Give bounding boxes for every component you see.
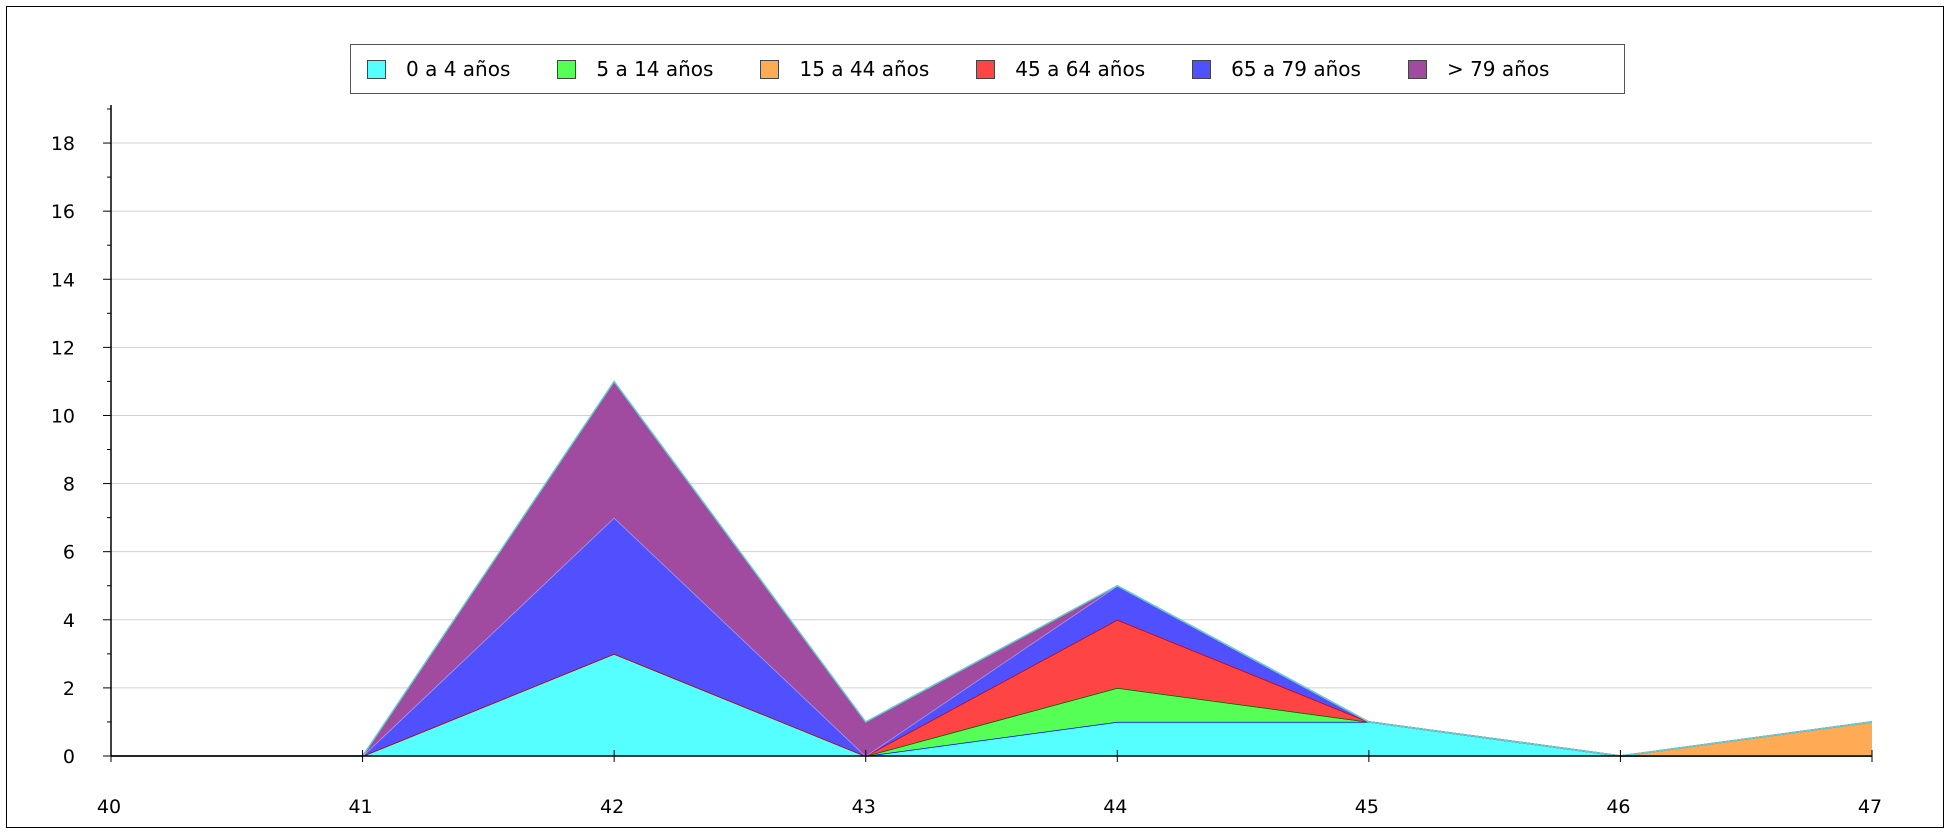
legend-swatch <box>1407 59 1427 79</box>
y-tick-label: 2 <box>63 678 75 700</box>
x-tick-label: 45 <box>1355 796 1379 818</box>
x-tick-label: 44 <box>1103 796 1127 818</box>
chart-frame: 0 2 4 6 8 10 12 14 16 18 40 41 42 43 44 45 46 47 0 a 4 añ… <box>6 6 1944 828</box>
y-tick-label: 18 <box>51 133 75 155</box>
legend-item: 45 a 64 años <box>976 57 1145 81</box>
legend-swatch <box>557 59 577 79</box>
legend-label: 5 a 14 años <box>596 57 714 81</box>
x-tick-label: 43 <box>852 796 876 818</box>
legend-item: 0 a 4 años <box>367 57 510 81</box>
y-tick-label: 10 <box>51 405 75 427</box>
legend-label: 45 a 64 años <box>1015 57 1146 81</box>
y-tick-label: 16 <box>51 201 75 223</box>
x-tick-label: 42 <box>600 796 624 818</box>
legend-item: 65 a 79 años <box>1192 57 1361 81</box>
legend-item: 5 a 14 años <box>557 57 713 81</box>
legend-swatch <box>367 59 386 79</box>
legend-label: 65 a 79 años <box>1231 57 1361 81</box>
y-tick-label: 4 <box>63 610 75 632</box>
area-series-1 <box>111 653 1872 756</box>
y-tick-label: 6 <box>63 542 75 564</box>
legend-label: > 79 años <box>1446 57 1550 81</box>
y-tick-label: 14 <box>51 269 75 291</box>
y-tick-label: 0 <box>63 746 75 768</box>
legend-item: > 79 años <box>1407 57 1550 81</box>
legend-label: 0 a 4 años <box>406 57 511 81</box>
legend-swatch <box>760 59 780 79</box>
grid-lines <box>111 142 1872 689</box>
series-areas <box>111 380 1873 757</box>
x-tick-label: 47 <box>1858 796 1882 818</box>
y-tick-label: 8 <box>63 474 75 496</box>
legend: 0 a 4 años 5 a 14 años 15 a 44 años 45 a 64… <box>350 44 1625 94</box>
area-edge-5 <box>111 380 1873 757</box>
legend-swatch <box>1192 59 1212 79</box>
axes <box>103 105 1873 762</box>
x-tick-label: 41 <box>348 796 372 818</box>
legend-item: 15 a 44 años <box>760 57 929 81</box>
legend-label: 15 a 44 años <box>799 57 930 81</box>
y-tick-label: 12 <box>51 337 75 359</box>
x-tick-label: 40 <box>97 796 121 818</box>
x-tick-label: 46 <box>1606 796 1630 818</box>
legend-swatch <box>976 59 996 79</box>
